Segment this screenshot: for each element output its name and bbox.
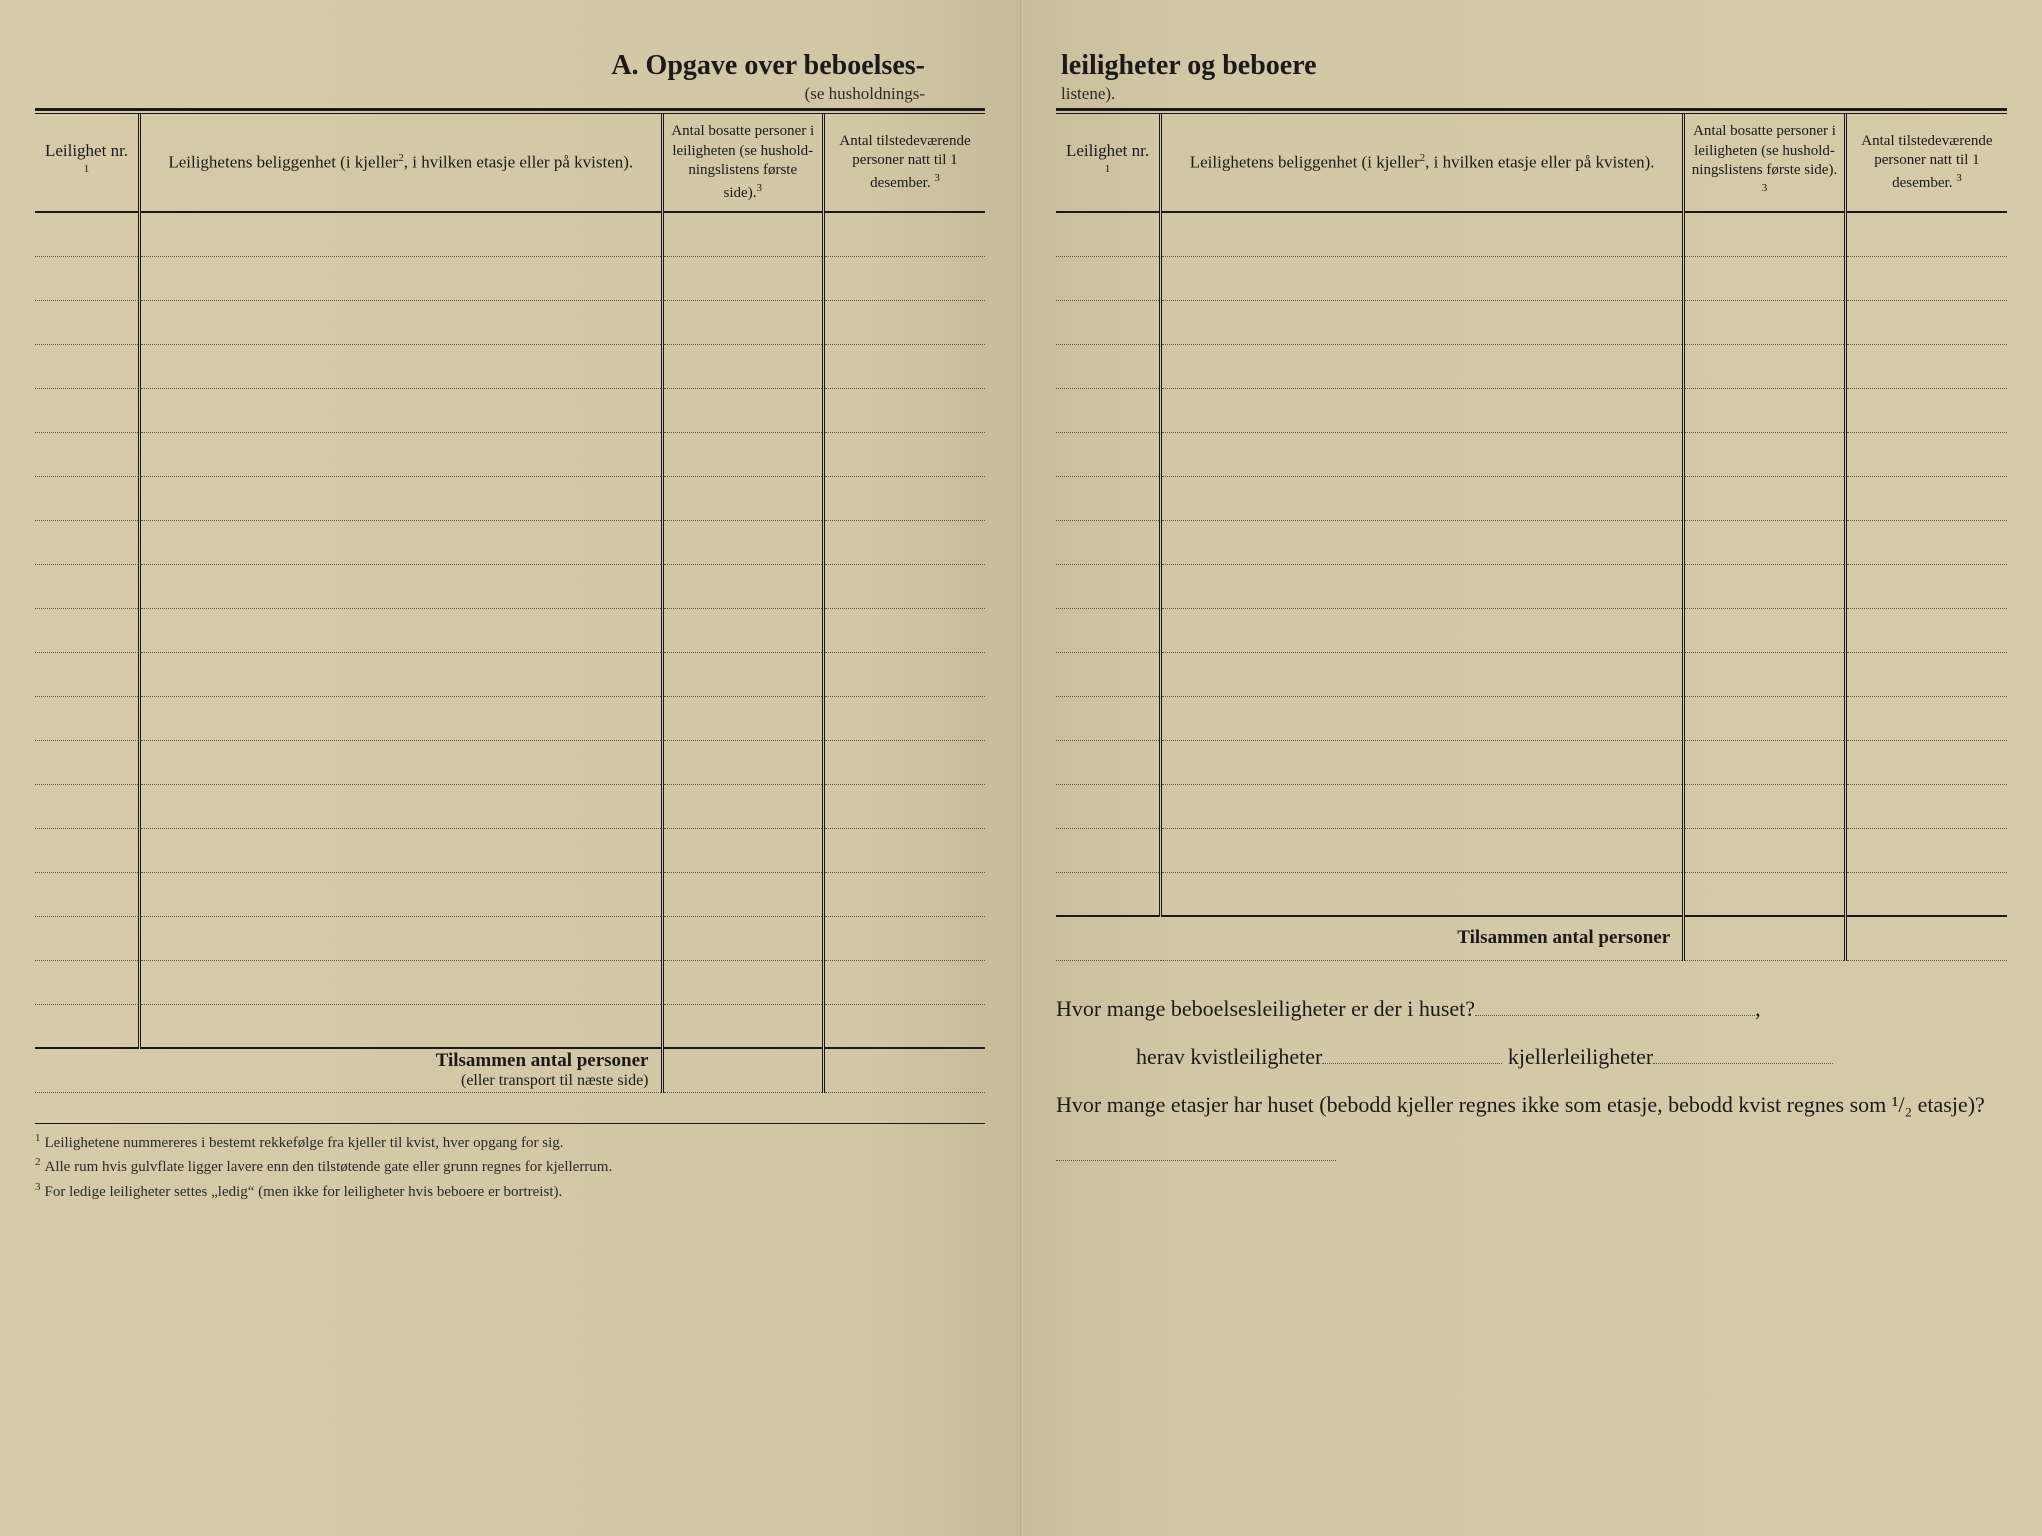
table-row [1056,784,2007,828]
table-row [35,344,985,388]
question-1: Hvor mange beboelsesleiligheter er der i… [1056,985,2007,1033]
table-row [1056,256,2007,300]
table-row [1056,564,2007,608]
summary-label-right: Tilsammen antal personer [1457,927,1670,948]
table-row [1056,872,2007,916]
table-row [1056,212,2007,256]
table-row [35,1004,985,1048]
footnote-1: 1Leilighetene nummereres i bestemt rekke… [35,1130,985,1155]
col-header-nr: Leilighet nr. 1 [35,114,140,212]
table-row [35,212,985,256]
table-row [35,300,985,344]
table-row [35,916,985,960]
table-row [1056,388,2007,432]
footnote-2: 2Alle rum hvis gulvflate ligger lavere e… [35,1154,985,1179]
col-header-loc-r: Leilighetens beliggenhet (i kjeller2, i … [1161,114,1684,212]
col-header-loc: Leilighetens beliggenhet (i kjeller2, i … [140,114,663,212]
table-row [35,256,985,300]
title-right: leiligheter og beboere [1056,50,2007,82]
book-spread: A. Opgave over beboelses- (se husholdnin… [0,0,2042,1536]
question-3: Hvor mange etasjer har huset (bebodd kje… [1056,1081,2007,1178]
title-left: A. Opgave over beboelses- [35,50,985,82]
table-row [35,476,985,520]
table-row [35,740,985,784]
table-row [1056,608,2007,652]
left-page: A. Opgave over beboelses- (se husholdnin… [0,0,1021,1536]
summary-cell-n1-r [1684,916,1846,960]
table-row [35,696,985,740]
table-row [35,960,985,1004]
table-row [35,520,985,564]
footnote-3: 3For ledige leiligheter settes „ledig“ (… [35,1179,985,1204]
table-row [1056,696,2007,740]
question-2: herav kvistleiligheter kjellerleilighete… [1056,1033,2007,1081]
subtitle-right: listene). [1056,84,2007,104]
col-header-nr-r: Leilighet nr. 1 [1056,114,1161,212]
summary-subnote-left: (eller transport til næste side) [35,1072,649,1090]
table-row [1056,652,2007,696]
table-row [35,432,985,476]
summary-label-left: Tilsammen antal personer [436,1050,649,1071]
table-row [1056,300,2007,344]
table-row [35,608,985,652]
col-header-n1: Antal bosat­te personer i leiligheten (s… [662,114,824,212]
subtitle-left: (se husholdnings- [35,84,985,104]
col-header-n1-r: Antal bosat­te personer i leiligheten (s… [1684,114,1846,212]
table-row [35,784,985,828]
summary-cell-n2-r [1845,916,2007,960]
footnotes: 1Leilighetene nummereres i bestemt rekke… [35,1123,985,1204]
summary-row-right: Tilsammen antal personer [1056,916,2007,960]
table-row [35,872,985,916]
questions-block: Hvor mange beboelsesleiligheter er der i… [1056,985,2007,1179]
table-row [1056,432,2007,476]
ledger-table-left: Leilighet nr. 1 Leilighetens beliggenhet… [35,114,985,1093]
summary-cell-n2 [824,1048,986,1092]
table-row [35,564,985,608]
table-row [1056,828,2007,872]
col-header-n2-r: Antal tilste­deværende personer natt til… [1845,114,2007,212]
table-row [35,388,985,432]
col-header-n2: Antal tilste­deværende personer natt til… [824,114,986,212]
summary-row-left: Tilsammen antal personer (eller transpor… [35,1048,985,1092]
table-row [1056,520,2007,564]
right-page: leiligheter og beboere listene). Leiligh… [1021,0,2042,1536]
table-row [1056,344,2007,388]
table-row [35,652,985,696]
table-row [1056,740,2007,784]
summary-cell-n1 [662,1048,824,1092]
table-row [35,828,985,872]
table-row [1056,476,2007,520]
ledger-table-right: Leilighet nr. 1 Leilighetens beliggenhet… [1056,114,2007,961]
